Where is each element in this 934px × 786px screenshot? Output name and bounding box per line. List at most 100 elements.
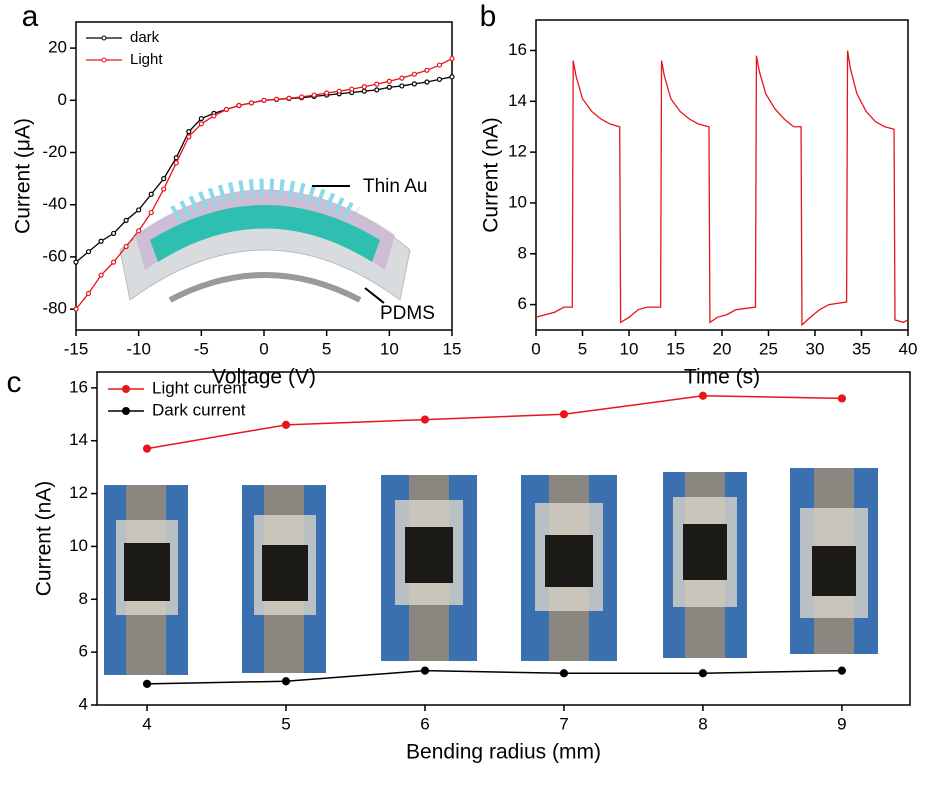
data-point xyxy=(98,272,104,278)
data-point xyxy=(349,86,355,92)
data-point xyxy=(148,191,154,197)
data-point xyxy=(123,217,129,223)
data-point xyxy=(73,306,79,312)
x-tick-label: 10 xyxy=(380,339,399,358)
data-point xyxy=(386,78,392,84)
data-point xyxy=(698,391,708,400)
data-point xyxy=(136,228,142,234)
data-point xyxy=(374,81,380,87)
legend-marker xyxy=(122,407,130,415)
data-point xyxy=(286,95,292,101)
data-point xyxy=(698,669,708,678)
x-tick-label: 5 xyxy=(322,339,331,358)
data-point xyxy=(361,84,367,90)
legend-label: Light xyxy=(130,51,163,68)
data-point xyxy=(386,84,392,90)
data-point xyxy=(161,176,167,182)
series-line xyxy=(535,50,909,327)
data-point xyxy=(420,666,430,675)
panel-label: a xyxy=(22,0,39,33)
data-point xyxy=(223,106,229,113)
panel-label: b xyxy=(480,0,497,33)
data-point xyxy=(123,243,129,250)
y-tick-label: 10 xyxy=(69,536,88,555)
y-axis-label: Current (nA) xyxy=(33,481,56,597)
data-point xyxy=(142,679,152,688)
y-tick-label: 12 xyxy=(69,483,88,502)
data-point xyxy=(73,259,79,265)
data-point xyxy=(436,76,443,83)
data-point xyxy=(449,55,455,62)
legend-label: dark xyxy=(130,29,160,46)
y-tick-label: 14 xyxy=(69,430,88,449)
device-illustration xyxy=(119,178,411,303)
data-point xyxy=(436,62,443,68)
x-axis-label: Bending radius (mm) xyxy=(406,741,601,764)
x-tick-label: 40 xyxy=(899,339,918,358)
x-tick-label: 9 xyxy=(837,714,846,733)
data-point xyxy=(424,79,430,85)
x-tick-label: 8 xyxy=(698,714,707,733)
legend-label: Dark current xyxy=(152,400,246,419)
x-tick-label: 10 xyxy=(620,339,639,358)
y-tick-label: 16 xyxy=(508,40,527,59)
data-point xyxy=(837,666,847,675)
x-tick-label: 6 xyxy=(420,714,429,733)
x-tick-label: 7 xyxy=(559,714,568,733)
data-point xyxy=(399,83,405,89)
y-tick-label: 0 xyxy=(58,90,67,109)
panel-label: c xyxy=(7,366,22,399)
x-axis-label: Time (s) xyxy=(684,366,760,389)
y-tick-label: 4 xyxy=(79,694,88,713)
data-point xyxy=(198,115,204,122)
x-tick-label: 20 xyxy=(713,339,732,358)
x-tick-label: 30 xyxy=(806,339,825,358)
data-point xyxy=(248,100,255,106)
x-tick-label: 25 xyxy=(759,339,778,358)
data-point xyxy=(361,88,367,94)
y-tick-label: -40 xyxy=(42,194,67,213)
data-point xyxy=(324,90,330,96)
y-tick-label: 8 xyxy=(518,243,527,262)
y-tick-label: -20 xyxy=(42,142,67,161)
data-point xyxy=(85,290,92,297)
data-point xyxy=(374,87,380,93)
data-point xyxy=(136,207,142,213)
y-tick-label: 20 xyxy=(48,38,67,57)
data-point xyxy=(186,129,192,135)
data-point xyxy=(110,230,117,237)
y-tick-label: 12 xyxy=(508,142,527,161)
data-point xyxy=(98,238,104,244)
y-axis-label: Current (μA) xyxy=(12,118,35,234)
x-tick-label: 5 xyxy=(281,714,290,733)
data-point xyxy=(424,67,430,73)
plot-frame xyxy=(535,19,909,331)
plot-frame xyxy=(96,371,911,706)
series-line xyxy=(147,669,842,685)
x-tick-label: 0 xyxy=(531,339,540,358)
data-point xyxy=(399,75,405,81)
x-tick-label: -15 xyxy=(64,339,89,358)
data-point xyxy=(236,102,242,109)
y-tick-label: 10 xyxy=(508,192,527,211)
y-tick-label: 14 xyxy=(508,91,527,110)
x-tick-label: 5 xyxy=(578,339,587,358)
data-point xyxy=(420,415,430,424)
data-point xyxy=(281,420,291,429)
data-point xyxy=(273,96,280,102)
data-point xyxy=(148,209,154,216)
data-point xyxy=(411,81,417,87)
x-tick-label: 35 xyxy=(852,339,871,358)
photos xyxy=(104,468,878,675)
data-point xyxy=(411,71,417,77)
data-point xyxy=(559,669,569,678)
data-point xyxy=(449,74,455,80)
y-tick-label: -80 xyxy=(42,299,67,318)
data-point xyxy=(186,134,192,140)
y-tick-label: 16 xyxy=(69,377,88,396)
data-point xyxy=(110,259,117,265)
data-point xyxy=(161,186,167,192)
data-point xyxy=(559,410,569,419)
x-tick-label: 15 xyxy=(666,339,685,358)
y-tick-label: 8 xyxy=(79,589,88,608)
